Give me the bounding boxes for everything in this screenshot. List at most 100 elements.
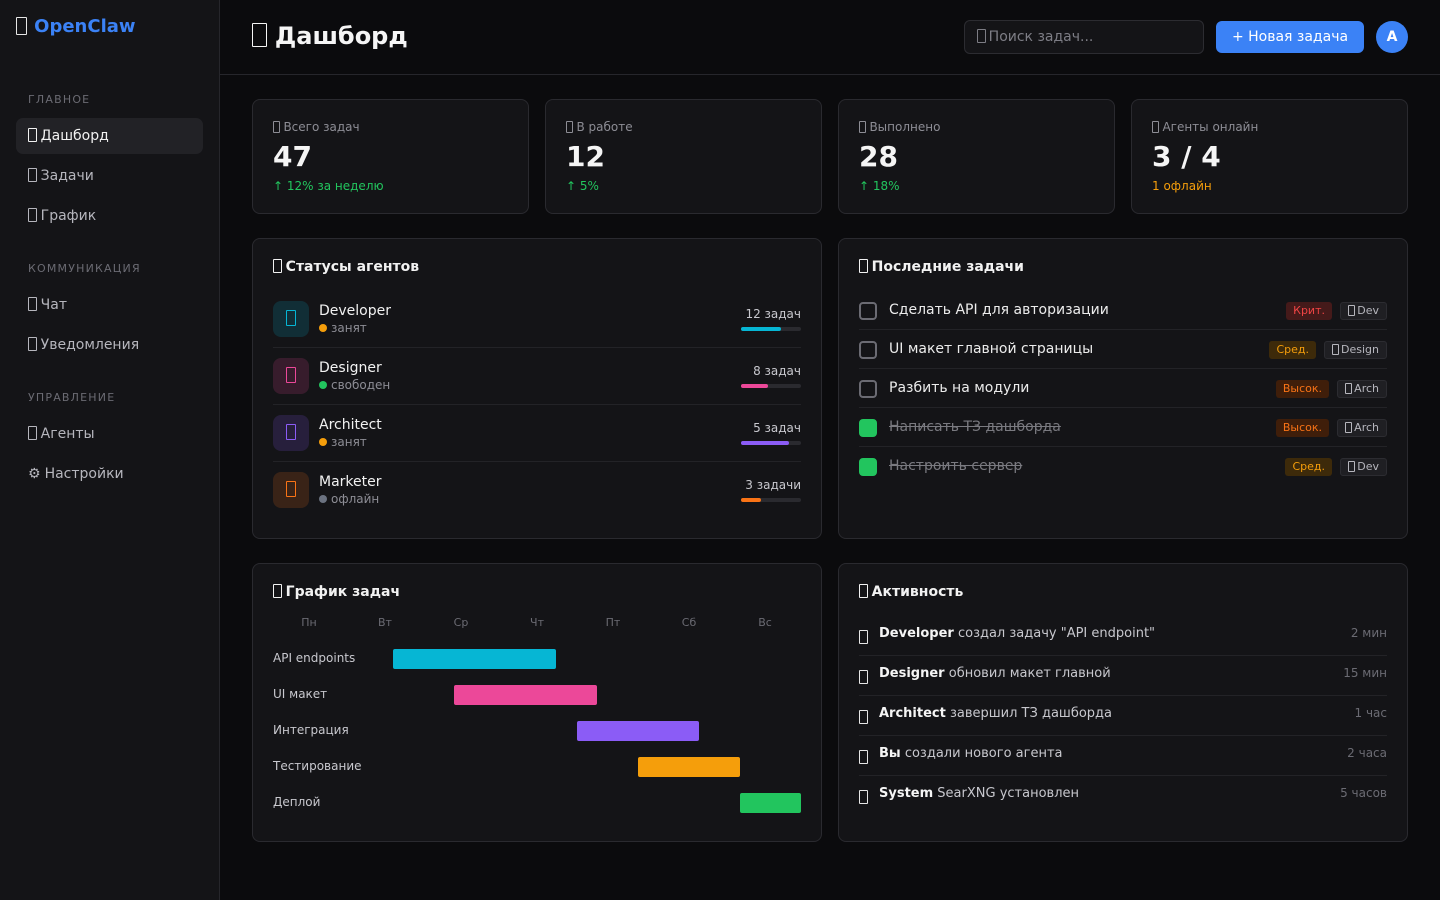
robot-icon [273,259,282,273]
agent-status-text: занят [331,321,367,335]
gantt-day-label: Вс [758,616,772,629]
sidebar-item-label: Уведомления [40,337,140,353]
task-tag: Arch [1337,380,1387,398]
agent-row[interactable]: Marketer офлайн 3 задачи [273,462,801,519]
robot-icon [1152,120,1160,133]
task-row[interactable]: Сделать API для авторизации Dev Крит. [859,291,1387,330]
tag-icon [1348,304,1356,316]
task-row[interactable]: Разбить на модули Arch Высок. [859,369,1387,408]
tag-icon [1345,421,1353,433]
gantt-bar[interactable] [576,721,699,741]
progress-icon [566,120,574,133]
agent-row[interactable]: Developer занят 12 задач [273,291,801,348]
gantt-day-label: Чт [530,616,544,629]
agent-load-fill [741,441,789,445]
task-row[interactable]: Настроить сервер Dev Сред. [859,447,1387,486]
nav-section-communication: КОММУНИКАЦИЯ [28,262,141,275]
task-title: Сделать API для авторизации [889,302,1109,318]
task-row[interactable]: Написать ТЗ дашборда Arch Высок. [859,408,1387,447]
gantt-row-label: Деплой [273,795,321,809]
sidebar-item-tasks[interactable]: Задачи [16,158,203,194]
task-title: Написать ТЗ дашборда [889,419,1061,435]
sidebar-item-label: График [40,208,97,224]
chart-icon [252,23,267,48]
palette-icon-glyph [286,367,296,384]
sidebar-item-agents[interactable]: Агенты [16,416,203,452]
panel-title: Активность [859,584,963,600]
nav-section-management: УПРАВЛЕНИЕ [28,391,116,404]
task-tag-text: Dev [1357,304,1379,317]
top-header: Дашборд Поиск задач... + Новая задача A [220,0,1440,75]
priority-badge: Крит. [1286,302,1332,320]
agent-task-count: 3 задачи [745,478,801,492]
page-title: Дашборд [252,22,408,50]
task-tag-text: Dev [1357,460,1379,473]
agent-name: Architect [319,417,382,433]
activity-item: Designer обновил макет главной 15 мин [859,656,1387,696]
activity-panel: Активность Developer создал задачу "API … [838,563,1408,842]
app-logo[interactable]: OpenClaw [16,16,136,37]
stat-label-text: В работе [576,120,633,134]
task-title: Разбить на модули [889,380,1030,396]
task-checkbox[interactable] [859,419,877,437]
agent-row[interactable]: Designer свободен 8 задач [273,348,801,405]
task-title: UI макет главной страницы [889,341,1094,357]
stat-delta: 1 офлайн [1152,179,1212,193]
sidebar-item-settings[interactable]: ⚙ Настройки [16,456,203,492]
new-task-button[interactable]: + Новая задача [1216,21,1364,53]
task-checkbox[interactable] [859,302,877,320]
task-tag-text: Design [1341,343,1379,356]
activity-text: System SearXNG установлен [879,786,1079,801]
gantt-bar[interactable] [393,649,557,669]
activity-item: Вы создали нового агента 2 часа [859,736,1387,776]
activity-item: Developer создал задачу "API endpoint" 2 … [859,616,1387,656]
agent-load-bar [741,441,801,445]
avatar[interactable]: A [1376,21,1408,53]
agent-load-bar [741,498,801,502]
activity-time: 1 час [1354,706,1388,720]
sidebar-item-notifications[interactable]: Уведомления [16,327,203,363]
task-tag-text: Arch [1354,421,1379,434]
robot-icon [28,425,37,440]
clipboard-icon [28,167,37,182]
panel-title: График задач [273,584,400,600]
activity-message: создали нового агента [904,746,1063,761]
recent-tasks-panel: Последние задачи Сделать API для авториз… [838,238,1408,539]
panel-title-text: Статусы агентов [285,259,420,276]
calendar-icon [28,207,37,222]
user-icon [859,750,868,764]
gantt-row-label: UI макет [273,687,328,701]
sidebar-item-dashboard[interactable]: Дашборд [16,118,203,154]
sidebar-item-chat[interactable]: Чат [16,287,203,323]
gantt-row-label: API endpoints [273,651,356,665]
gantt-bar[interactable] [637,757,740,777]
task-tag-text: Arch [1354,382,1379,395]
chat-icon [28,296,37,311]
agent-load-fill [741,498,761,502]
panel-title: Последние задачи [859,259,1024,275]
activity-text: Вы создали нового агента [879,746,1063,761]
search-input[interactable]: Поиск задач... [964,20,1204,54]
task-checkbox[interactable] [859,380,877,398]
stat-value: 47 [273,140,312,173]
tag-icon [1345,382,1353,394]
status-dot [319,381,327,389]
agent-load-bar [741,384,801,388]
agent-name: Marketer [319,474,382,490]
agent-row[interactable]: Architect занят 5 задач [273,405,801,462]
activity-message: создал задачу "API endpoint" [957,626,1156,641]
activity-message: завершил ТЗ дашборда [949,706,1112,721]
gantt-bar[interactable] [739,793,801,813]
stat-card-agents-online: Агенты онлайн 3 / 4 1 офлайн [1131,99,1408,214]
gear-icon: ⚙ [28,466,41,482]
stat-value: 28 [859,140,898,173]
task-checkbox[interactable] [859,458,877,476]
gantt-bar[interactable] [454,685,597,705]
task-row[interactable]: UI макет главной страницы Design Сред. [859,330,1387,369]
sidebar-item-schedule[interactable]: График [16,198,203,234]
agent-status-text: свободен [331,378,391,392]
status-dot [319,495,327,503]
task-checkbox[interactable] [859,341,877,359]
tag-icon [1348,460,1356,472]
sidebar-item-label: Чат [40,297,68,313]
